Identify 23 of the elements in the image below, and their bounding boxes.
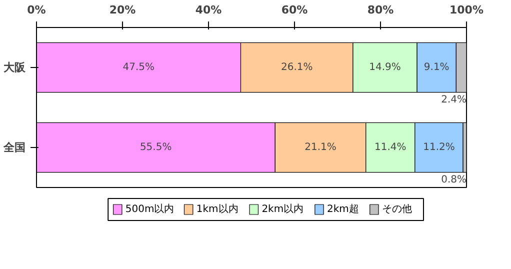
- data-label: 14.9%: [369, 62, 401, 73]
- data-label: 47.5%: [122, 62, 155, 73]
- x-tick-label: 100%: [450, 4, 484, 16]
- x-tick-label: 20%: [109, 4, 136, 16]
- data-label: 26.1%: [280, 62, 313, 73]
- y-tick-label: 全国: [2, 141, 26, 154]
- x-tick-label: 0%: [27, 4, 46, 16]
- x-tick-label: 60%: [281, 4, 308, 16]
- data-label: 11.2%: [423, 142, 455, 153]
- legend-label: 2km以内: [262, 203, 304, 215]
- legend-label: 1km以内: [196, 203, 238, 215]
- data-label: 0.8%: [441, 174, 466, 186]
- legend-label: その他: [382, 203, 412, 215]
- data-label: 9.1%: [424, 62, 450, 73]
- data-label: 55.5%: [140, 142, 172, 153]
- data-label: 21.1%: [304, 142, 336, 153]
- x-tick-label: 80%: [367, 4, 394, 16]
- data-label: 2.4%: [441, 94, 466, 106]
- legend-label: 500m以内: [125, 203, 174, 215]
- legend-label: 2km超: [327, 203, 359, 215]
- data-label: 11.4%: [374, 142, 406, 153]
- y-tick-label: 大阪: [4, 61, 26, 74]
- x-tick-label: 40%: [195, 4, 222, 16]
